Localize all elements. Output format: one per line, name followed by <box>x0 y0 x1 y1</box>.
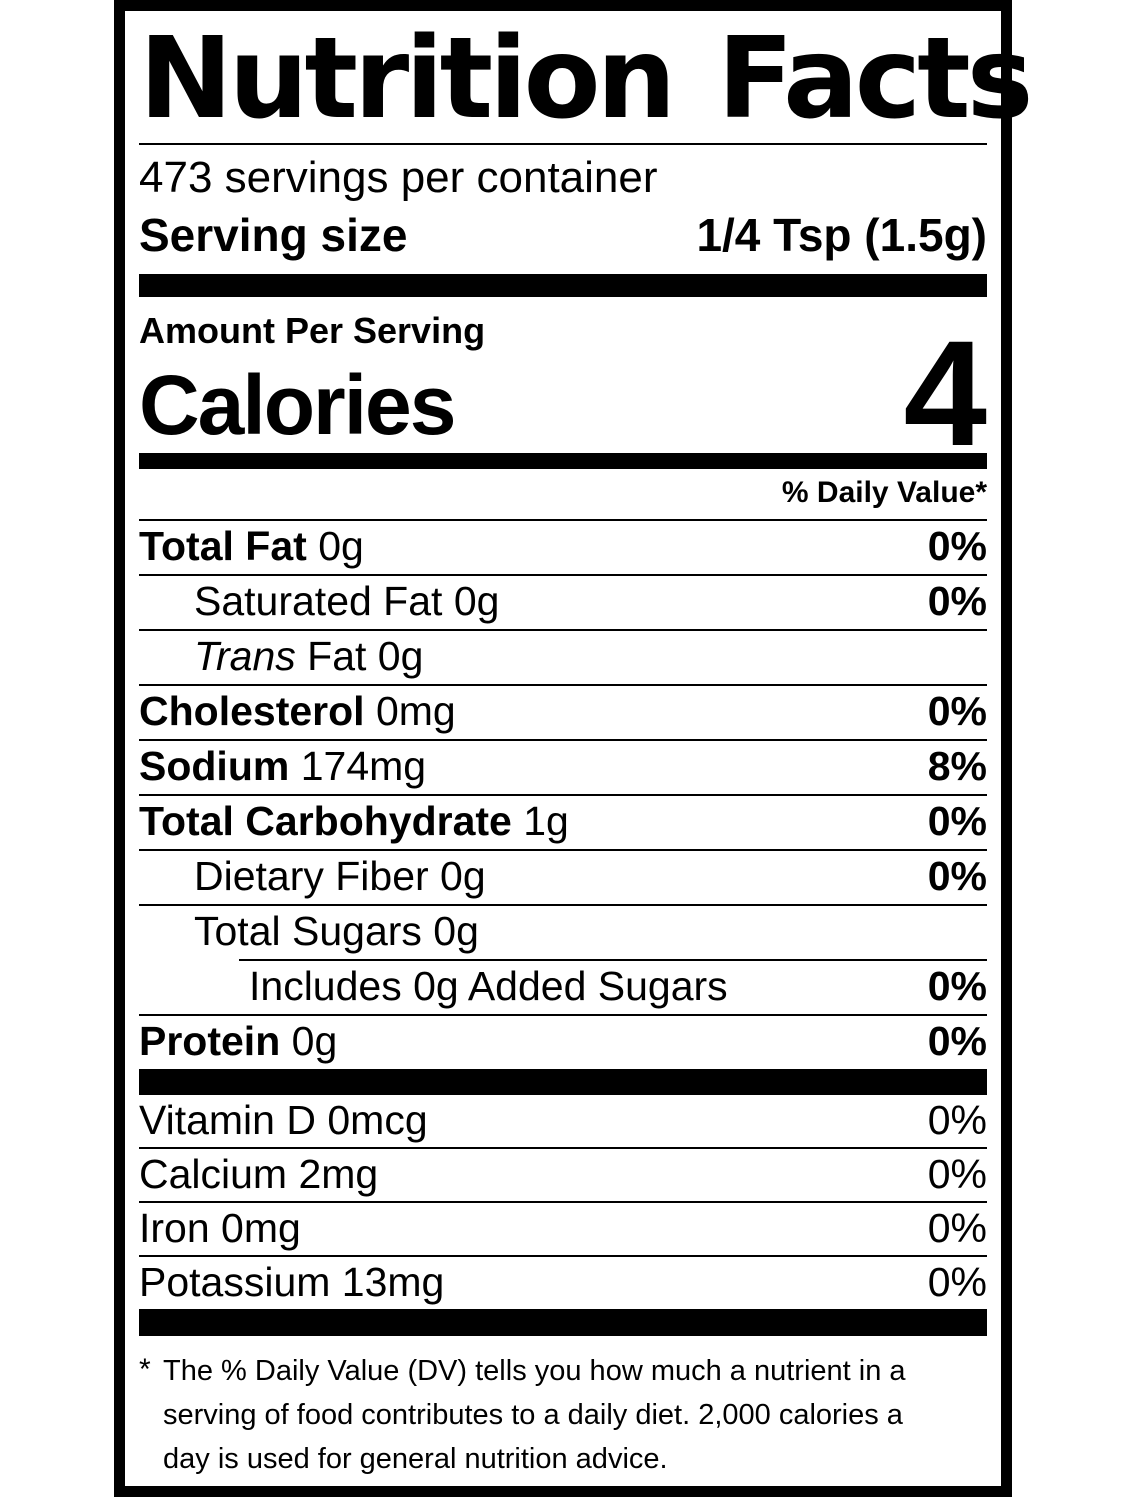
nutrient-daily-value: 0% <box>927 798 987 844</box>
nutrient-row-added-sugars: Includes 0g Added Sugars 0% <box>239 959 987 1014</box>
nutrient-name: Saturated Fat 0g <box>139 580 499 622</box>
serving-size-label: Serving size <box>139 209 408 261</box>
nutrient-name: Total Carbohydrate 1g <box>139 800 569 842</box>
thick-separator-calories <box>139 453 987 469</box>
nutrient-amount: 0g <box>306 523 364 569</box>
nutrition-facts-label: Nutrition Facts 473 servings per contain… <box>114 0 1033 1497</box>
nutrient-amount: Total Sugars 0g <box>194 908 479 954</box>
vitamin-row-calcium: Calcium 2mg 0% <box>139 1147 987 1201</box>
vitamin-name: Vitamin D 0mcg <box>139 1097 428 1143</box>
nutrient-amount: Dietary Fiber 0g <box>194 853 486 899</box>
nutrient-name: Trans Fat 0g <box>139 635 423 677</box>
nutrient-name: Cholesterol 0mg <box>139 690 456 732</box>
nutrient-name: Total Sugars 0g <box>139 910 479 952</box>
calories-row: Calories 4 <box>139 318 987 468</box>
nutrient-name: Protein 0g <box>139 1020 337 1062</box>
nutrient-row-total-sugars: Total Sugars 0g <box>139 904 987 959</box>
vitamin-row-iron: Iron 0mg 0% <box>139 1201 987 1255</box>
thick-separator-serving <box>139 274 987 297</box>
nutrient-name-bold: Sodium <box>139 743 290 789</box>
amount-per-serving-label: Amount Per Serving <box>139 310 486 351</box>
thick-separator-footnote <box>139 1309 987 1336</box>
nutrient-row-trans-fat: Trans Fat 0g <box>139 629 987 684</box>
nutrient-amount: 174mg <box>289 743 427 789</box>
label-title: Nutrition Facts <box>139 14 1033 144</box>
footnote-line: day is used for general nutrition advice… <box>163 1443 668 1475</box>
nutrient-amount: 0mg <box>364 688 456 734</box>
vitamin-name: Potassium 13mg <box>139 1259 445 1305</box>
nutrient-row-dietary-fiber: Dietary Fiber 0g 0% <box>139 849 987 904</box>
nutrient-row-total-fat: Total Fat 0g 0% <box>139 519 987 574</box>
nutrient-name: Includes 0g Added Sugars <box>239 965 728 1007</box>
nutrient-row-protein: Protein 0g 0% <box>139 1014 987 1069</box>
vitamin-daily-value: 0% <box>927 1205 987 1251</box>
nutrient-amount: 0g <box>280 1018 338 1064</box>
serving-size-value: 1/4 Tsp (1.5g) <box>696 209 987 261</box>
vitamin-daily-value: 0% <box>927 1259 987 1305</box>
nutrient-daily-value: 0% <box>927 853 987 899</box>
daily-value-header: % Daily Value* <box>781 476 987 509</box>
nutrient-amount: 1g <box>511 798 569 844</box>
serving-size-row: Serving size 1/4 Tsp (1.5g) <box>139 209 987 261</box>
nutrient-name-bold: Total Fat <box>139 523 307 569</box>
nutrient-daily-value: 0% <box>927 688 987 734</box>
nutrient-daily-value: 0% <box>927 578 987 624</box>
nutrient-name-bold: Total Carbohydrate <box>139 798 512 844</box>
nutrient-row-sodium: Sodium 174mg 8% <box>139 739 987 794</box>
title-divider <box>139 143 987 145</box>
nutrient-row-saturated-fat: Saturated Fat 0g 0% <box>139 574 987 629</box>
nutrient-name: Total Fat 0g <box>139 525 364 567</box>
nutrient-name-italic: Trans <box>194 633 296 679</box>
vitamin-name: Iron 0mg <box>139 1205 301 1251</box>
vitamin-name: Calcium 2mg <box>139 1151 379 1197</box>
nutrient-row-cholesterol: Cholesterol 0mg 0% <box>139 684 987 739</box>
nutrient-name: Dietary Fiber 0g <box>139 855 486 897</box>
nutrient-name-bold: Cholesterol <box>139 688 365 734</box>
thick-separator-protein <box>139 1069 987 1095</box>
nutrient-daily-value: 0% <box>927 963 987 1009</box>
vitamin-daily-value: 0% <box>927 1151 987 1197</box>
vitamin-row-vitamin-d: Vitamin D 0mcg 0% <box>139 1095 987 1147</box>
footnote-text: The % Daily Value (DV) tells you how muc… <box>163 1349 906 1481</box>
footnote-line: serving of food contributes to a daily d… <box>163 1399 903 1431</box>
nutrient-daily-value: 0% <box>927 523 987 569</box>
nutrient-name-bold: Protein <box>139 1018 281 1064</box>
nutrient-daily-value: 0% <box>927 1018 987 1064</box>
vitamin-daily-value: 0% <box>927 1097 987 1143</box>
calories-label: Calories <box>139 358 456 452</box>
nutrient-amount: Fat 0g <box>295 633 424 679</box>
calories-value: 4 <box>903 309 987 477</box>
footnote: * The % Daily Value (DV) tells you how m… <box>139 1349 987 1481</box>
nutrient-row-total-carbohydrate: Total Carbohydrate 1g 0% <box>139 794 987 849</box>
footnote-asterisk: * <box>139 1353 151 1386</box>
nutrient-amount: Saturated Fat 0g <box>194 578 500 624</box>
nutrient-amount: Includes 0g Added Sugars <box>249 963 728 1009</box>
footnote-line: The % Daily Value (DV) tells you how muc… <box>163 1355 906 1387</box>
nutrient-daily-value: 8% <box>927 743 987 789</box>
nutrient-name: Sodium 174mg <box>139 745 426 787</box>
vitamin-row-potassium: Potassium 13mg 0% <box>139 1255 987 1309</box>
servings-per-container: 473 servings per container <box>139 153 658 202</box>
